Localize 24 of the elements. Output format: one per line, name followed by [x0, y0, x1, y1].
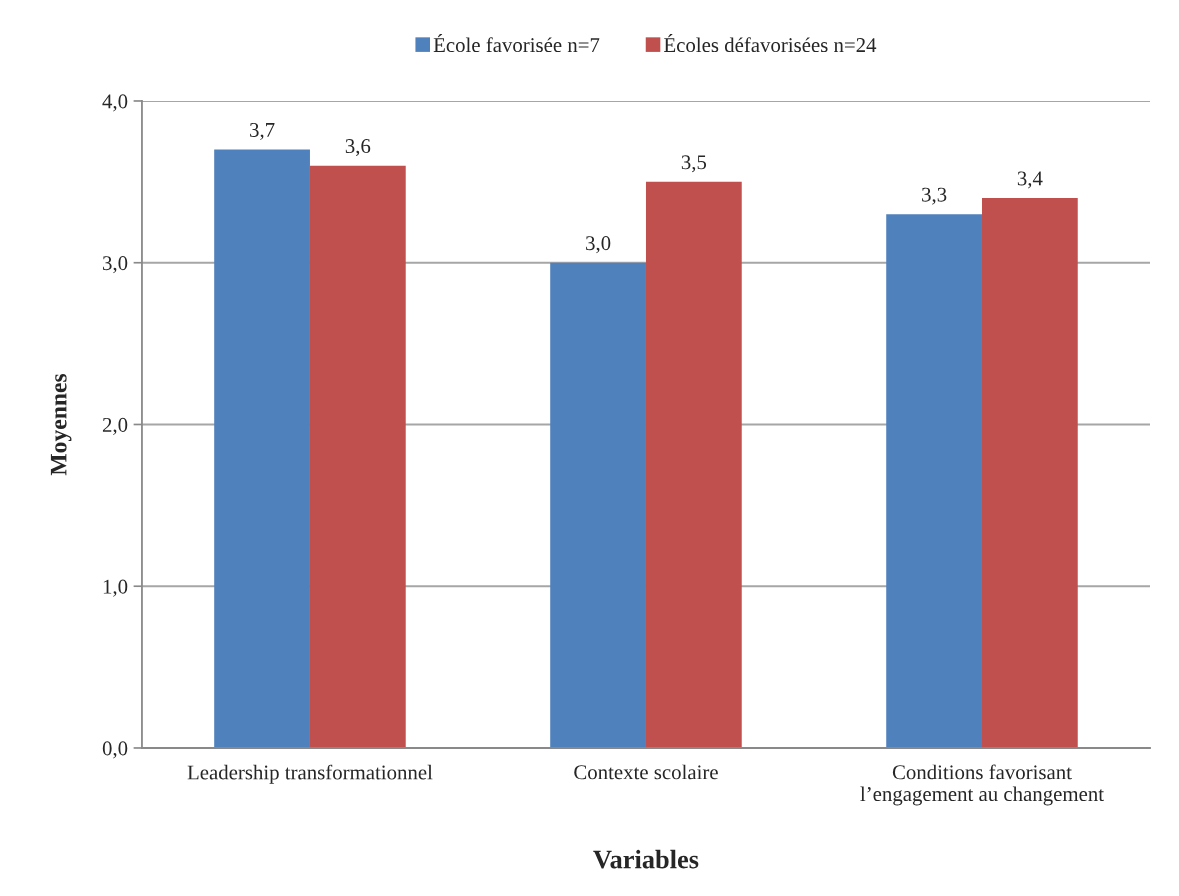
- y-axis-title: Moyennes: [50, 373, 72, 476]
- x-tick-label: Leadership transformationnel: [187, 764, 433, 784]
- data-label: 3,0: [586, 236, 611, 254]
- x-tick-label: Contexte scolaire: [574, 764, 718, 780]
- data-label: 3,7: [250, 122, 275, 140]
- y-tick-label: 1,0: [103, 579, 128, 597]
- bar: [309, 165, 406, 748]
- y-tick-label: 4,0: [102, 94, 128, 112]
- legend-label: Écoles défavorisées n=24: [664, 34, 877, 53]
- bar: [886, 214, 982, 748]
- bar: [645, 181, 742, 748]
- y-tick-label: 2,0: [102, 417, 128, 435]
- data-label: 3,6: [345, 139, 371, 157]
- data-label: 3,4: [1017, 171, 1043, 189]
- data-label: 3,5: [681, 155, 707, 173]
- x-tick-label: Conditions favorisant l’engagement au changement: [860, 764, 1104, 806]
- y-tick-label: 0,0: [102, 741, 128, 759]
- x-axis-title: Variables: [593, 849, 699, 869]
- data-label: 3,3: [922, 187, 947, 205]
- bar: [550, 262, 646, 748]
- legend-label: École favorisée n=7: [433, 34, 600, 53]
- y-tick-label: 3,0: [103, 256, 128, 274]
- bar: [214, 149, 310, 748]
- bar: [981, 198, 1078, 748]
